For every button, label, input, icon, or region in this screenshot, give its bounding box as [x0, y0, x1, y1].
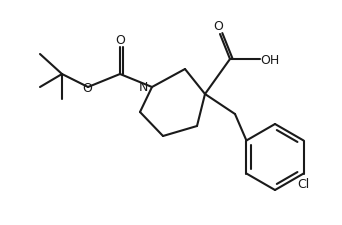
Text: Cl: Cl: [298, 177, 310, 190]
Text: O: O: [82, 82, 92, 95]
Text: N: N: [139, 81, 148, 94]
Text: O: O: [213, 20, 223, 33]
Text: OH: OH: [260, 53, 280, 66]
Text: O: O: [115, 33, 125, 46]
